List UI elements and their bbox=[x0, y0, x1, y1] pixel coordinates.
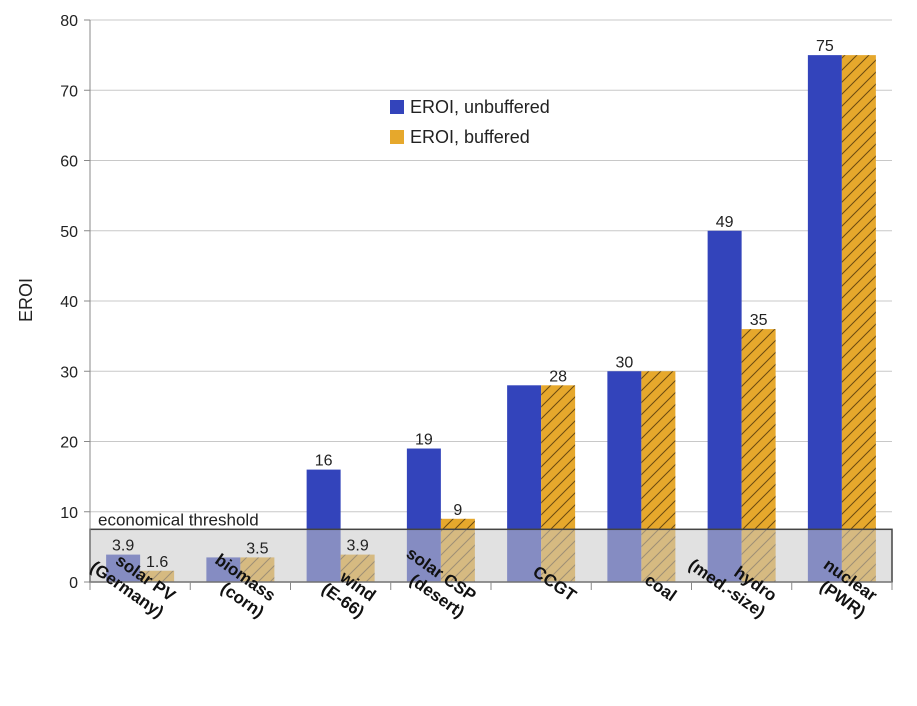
y-tick-label: 0 bbox=[69, 575, 78, 592]
data-label: 3.9 bbox=[347, 538, 369, 555]
y-tick-label: 60 bbox=[60, 154, 78, 171]
legend-label: EROI, unbuffered bbox=[410, 97, 550, 117]
bar-unbuffered bbox=[707, 230, 742, 582]
grid-lines bbox=[90, 19, 892, 583]
y-axis-ticks: 0 10 20 30 40 50 60 70 80 bbox=[60, 13, 90, 592]
bar-buffered bbox=[841, 55, 876, 582]
legend-label: EROI, buffered bbox=[410, 127, 530, 147]
y-tick-label: 50 bbox=[60, 224, 78, 241]
y-tick-label: 30 bbox=[60, 364, 78, 381]
legend-swatch-unbuffered bbox=[390, 100, 404, 114]
data-label: 35 bbox=[750, 312, 768, 329]
y-tick-label: 40 bbox=[60, 294, 78, 311]
bar-unbuffered bbox=[807, 55, 842, 582]
y-tick-label: 10 bbox=[60, 505, 78, 522]
data-label: 75 bbox=[816, 38, 834, 55]
y-tick-label: 20 bbox=[60, 435, 78, 452]
y-tick-label: 70 bbox=[60, 83, 78, 100]
data-label: 3.9 bbox=[112, 538, 134, 555]
data-label: 19 bbox=[415, 432, 433, 449]
data-label: 16 bbox=[315, 453, 333, 470]
legend: EROI, unbuffered EROI, buffered bbox=[390, 97, 550, 147]
axes bbox=[89, 20, 893, 590]
data-label: 28 bbox=[549, 368, 567, 385]
economical-threshold-band bbox=[89, 528, 893, 583]
data-labels: 3.9 16 19 30 49 75 1.6 3.5 3.9 9 28 35 bbox=[112, 38, 834, 571]
data-label: 3.5 bbox=[246, 540, 268, 557]
data-label: 9 bbox=[453, 502, 462, 519]
y-tick-label: 80 bbox=[60, 13, 78, 30]
data-label: 30 bbox=[615, 354, 633, 371]
legend-swatch-buffered bbox=[390, 130, 404, 144]
data-label: 49 bbox=[716, 214, 734, 231]
threshold-label: economical threshold bbox=[98, 510, 259, 529]
y-axis-title: EROI bbox=[16, 278, 36, 322]
data-label: 1.6 bbox=[146, 554, 168, 571]
threshold-band: economical threshold bbox=[89, 510, 893, 583]
